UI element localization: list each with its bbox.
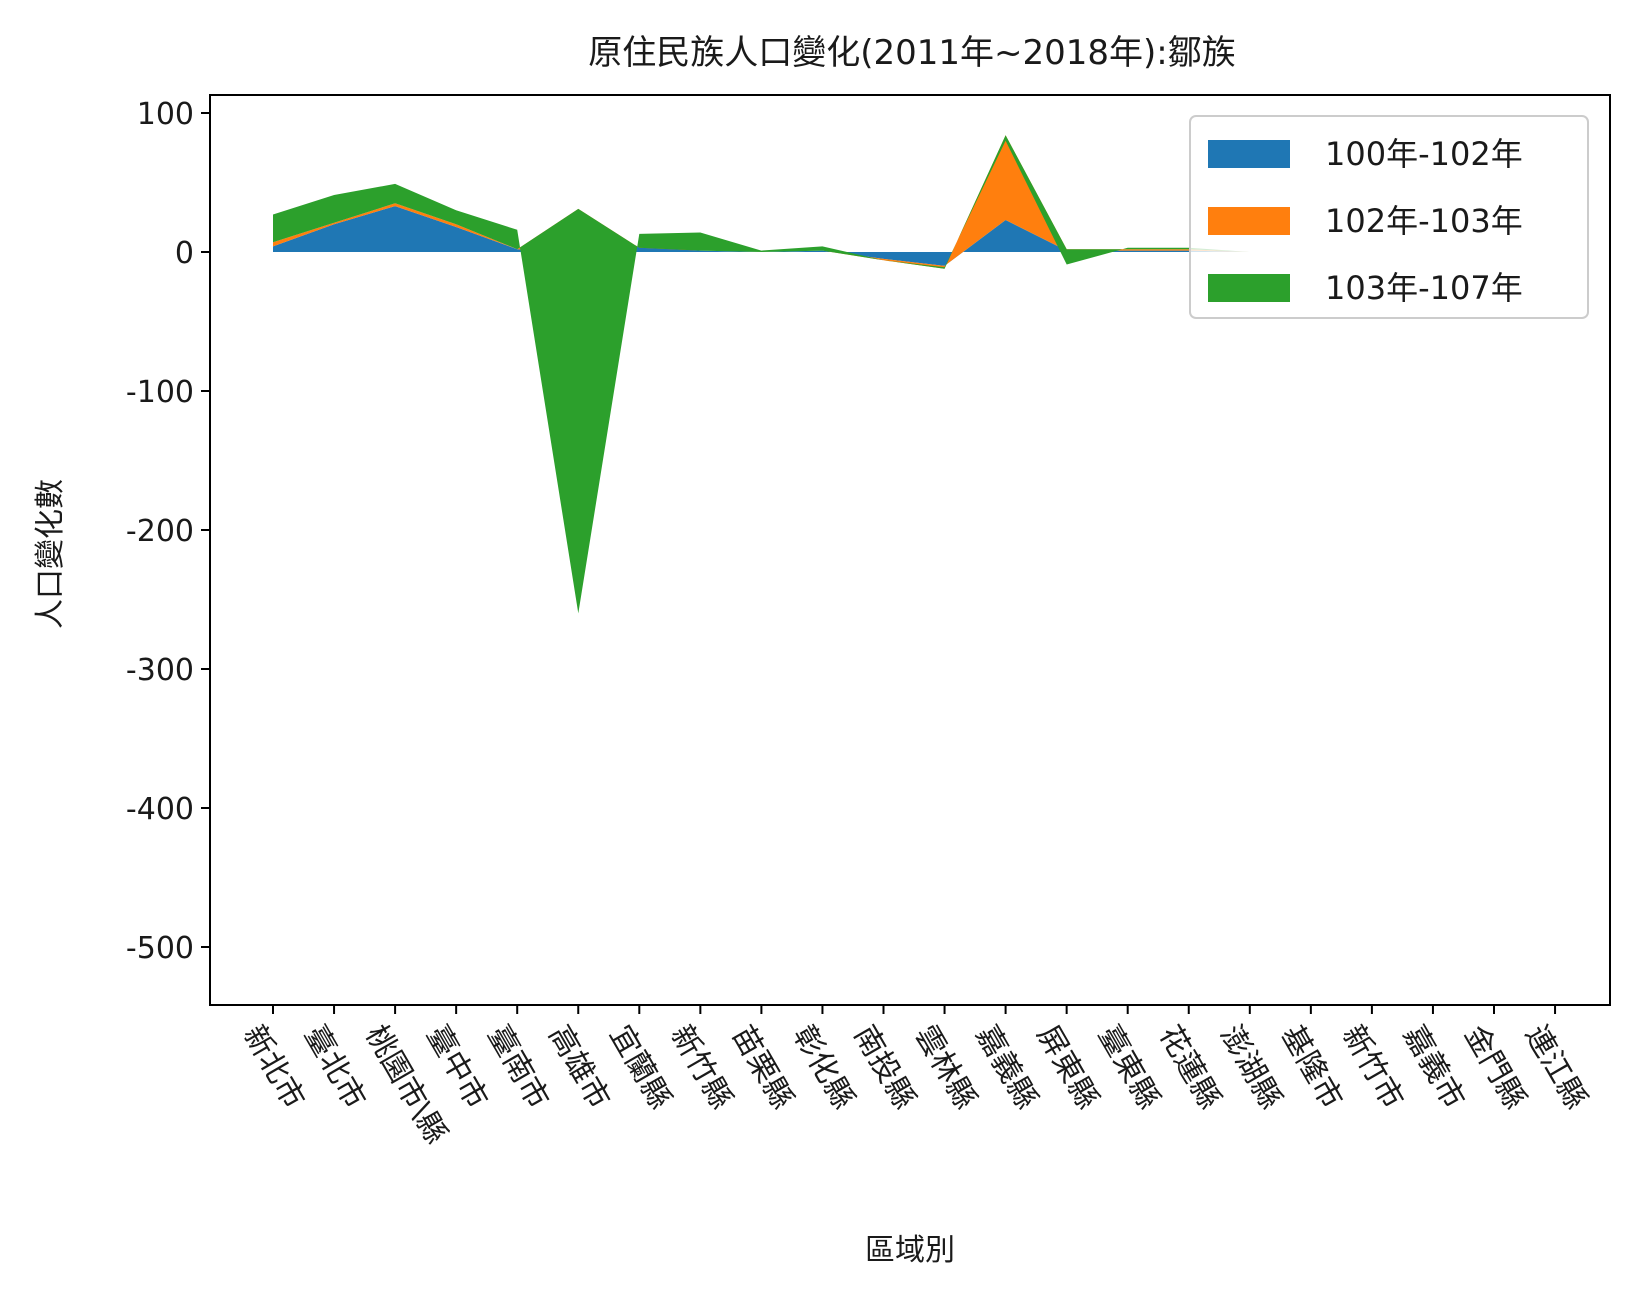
x-tick-label: 澎湖縣 <box>1213 1020 1288 1115</box>
y-tick-label: 0 <box>175 236 194 271</box>
y-axis: 100 0 -100 -200 -300 -400 -500 <box>126 97 210 966</box>
x-tick-label: 新竹市 <box>1335 1020 1410 1115</box>
y-tick-label: -500 <box>126 931 194 966</box>
y-axis-label: 人口變化數 <box>33 479 68 629</box>
legend-swatch-2 <box>1208 207 1290 235</box>
legend: 100年-102年 102年-103年 103年-107年 <box>1189 115 1589 319</box>
x-axis: 新北市臺北市桃園市\縣臺中市臺南市高雄市宜蘭縣新竹縣苗栗縣彰化縣南投縣雲林縣嘉義… <box>236 1005 1593 1150</box>
x-tick-label: 嘉義市 <box>1396 1020 1471 1115</box>
x-tick-label: 高雄市 <box>541 1020 616 1115</box>
y-tick-label: -100 <box>126 375 194 410</box>
plot-frame <box>209 94 1611 1006</box>
y-tick-label: -400 <box>126 792 194 827</box>
legend-swatch-1 <box>1208 140 1290 168</box>
x-tick-label: 雲林縣 <box>908 1020 983 1115</box>
y-tick-label: -200 <box>126 514 194 549</box>
x-tick-label: 新北市 <box>236 1020 311 1115</box>
y-tick-label: -300 <box>126 653 194 688</box>
y-tick-label: 100 <box>137 97 194 132</box>
legend-label-2: 102年-103年 <box>1325 202 1523 240</box>
x-tick-label: 新竹縣 <box>663 1020 738 1115</box>
x-tick-label: 金門縣 <box>1457 1020 1532 1115</box>
series-area-3 <box>273 135 1555 614</box>
x-tick-label: 花蓮縣 <box>1152 1020 1227 1115</box>
x-tick-label: 彰化縣 <box>786 1020 861 1115</box>
legend-label-1: 100年-102年 <box>1325 135 1523 173</box>
x-tick-label: 基隆市 <box>1274 1020 1349 1115</box>
legend-swatch-3 <box>1208 274 1290 302</box>
x-tick-label: 臺南市 <box>480 1020 555 1115</box>
legend-label-3: 103年-107年 <box>1325 269 1523 307</box>
x-tick-label: 屏東縣 <box>1030 1020 1105 1115</box>
x-tick-label: 苗栗縣 <box>724 1020 799 1115</box>
x-tick-label: 臺北市 <box>297 1020 372 1115</box>
x-tick-label: 南投縣 <box>847 1020 922 1115</box>
series-areas <box>273 135 1555 614</box>
chart-title: 原住民族人口變化(2011年~2018年):鄒族 <box>588 33 1236 73</box>
x-tick-label: 連江縣 <box>1518 1020 1593 1115</box>
x-tick-label: 臺東縣 <box>1091 1020 1166 1115</box>
x-tick-label: 嘉義縣 <box>969 1020 1044 1115</box>
x-tick-label: 宜蘭縣 <box>602 1020 677 1115</box>
x-axis-label: 區域別 <box>865 1233 955 1268</box>
